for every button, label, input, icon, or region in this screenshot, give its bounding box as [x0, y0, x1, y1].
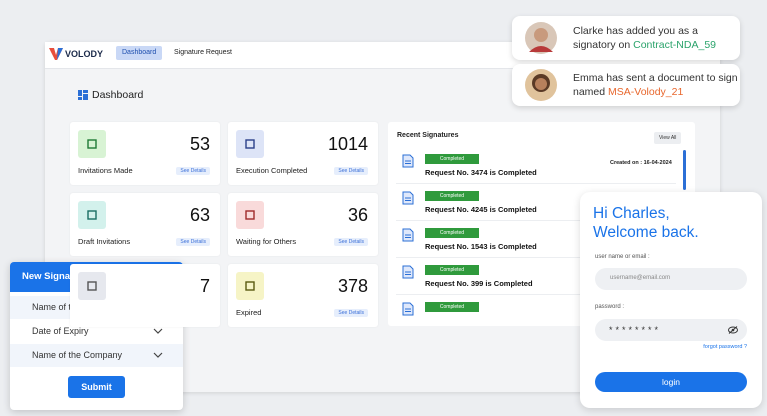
- separator: [396, 257, 676, 258]
- see-details[interactable]: See Details: [334, 309, 368, 317]
- stat-card: 63 Draft Invitations See Details: [70, 193, 220, 256]
- separator: [396, 294, 676, 295]
- icon-glyph: [245, 139, 255, 149]
- stat-label: Expired: [236, 308, 262, 317]
- stat-icon: [236, 130, 264, 158]
- stat-icon: [78, 130, 106, 158]
- submit-button[interactable]: Submit: [68, 376, 125, 398]
- stat-card: 1014 Execution Completed See Details: [228, 122, 378, 185]
- doc-glyph: [402, 154, 414, 168]
- doc-icon: [402, 302, 414, 321]
- request-text[interactable]: Request No. 4245 is Completed: [425, 205, 537, 214]
- dropdown-label: Date of Expiry: [32, 326, 89, 336]
- stat-value: 63: [189, 205, 210, 225]
- doc-glyph: [402, 191, 414, 205]
- chevron: [153, 352, 163, 358]
- stat-label: Execution Completed: [236, 166, 308, 175]
- stat-label: Invitations Made: [78, 166, 133, 175]
- logo-mark: [49, 48, 63, 60]
- stat-card: 36 Waiting for Others See Details: [228, 193, 378, 256]
- nav-tab[interactable]: Signature Request: [174, 49, 232, 56]
- notification[interactable]: Emma has sent a document to sign named M…: [512, 64, 740, 106]
- doc-icon: [402, 265, 414, 284]
- doc-glyph: [402, 228, 414, 242]
- stat-value: 378: [337, 276, 368, 296]
- see-details[interactable]: See Details: [334, 167, 368, 175]
- notification-text: Clarke has added you as a signatory on C…: [573, 24, 738, 52]
- notification-text: Emma has sent a document to sign named M…: [573, 71, 738, 99]
- created-date: Created on : 16-04-2024: [610, 160, 672, 166]
- see-details[interactable]: See Details: [334, 238, 368, 246]
- icon-glyph: [245, 281, 255, 291]
- text: Welcome back.: [593, 224, 699, 241]
- stat-card: 378 Expired See Details: [228, 264, 378, 327]
- password-mask: ********: [609, 325, 662, 335]
- doc-icon: [402, 228, 414, 247]
- stat-icon: [78, 272, 106, 300]
- icon-glyph: [245, 210, 255, 220]
- eye-icon[interactable]: [728, 326, 738, 334]
- see-details[interactable]: See Details: [176, 238, 210, 246]
- field-label: user name or email :: [595, 254, 650, 260]
- stat-value: 36: [347, 205, 368, 225]
- see-details[interactable]: See Details: [176, 167, 210, 175]
- avatar: [525, 69, 557, 101]
- view-all-button[interactable]: View All: [654, 132, 682, 144]
- stat-icon: [236, 201, 264, 229]
- link[interactable]: MSA-Volody_21: [608, 86, 684, 98]
- forgot-link[interactable]: forgot password ?: [703, 344, 747, 350]
- status-badge: Completed: [425, 154, 479, 164]
- separator: [396, 183, 676, 184]
- login-button[interactable]: login: [595, 372, 747, 392]
- status-badge: Completed: [425, 302, 479, 312]
- stat-card: 7: [70, 264, 220, 327]
- link[interactable]: Contract-NDA_59: [633, 39, 716, 51]
- stat-card: 53 Invitations Made See Details: [70, 122, 220, 185]
- stat-value: 7: [199, 276, 210, 296]
- chevron: [153, 328, 163, 334]
- status-badge: Completed: [425, 228, 479, 238]
- scrollbar: [683, 150, 686, 190]
- dropdown-label: Name of the Company: [32, 350, 123, 360]
- page-title: Dashboard: [92, 89, 144, 101]
- doc-glyph: [402, 265, 414, 279]
- password-input[interactable]: ********: [595, 319, 747, 341]
- icon-glyph: [87, 281, 97, 291]
- request-text[interactable]: Request No. 1543 is Completed: [425, 242, 537, 251]
- doc-icon: [402, 191, 414, 210]
- status-badge: Completed: [425, 265, 479, 275]
- icon-glyph: [87, 139, 97, 149]
- notification[interactable]: Clarke has added you as a signatory on C…: [512, 16, 740, 60]
- stat-icon: [78, 201, 106, 229]
- status-badge: Completed: [425, 191, 479, 201]
- request-text[interactable]: Request No. 3474 is Completed: [425, 168, 537, 177]
- placeholder: username@email.com: [610, 275, 671, 281]
- dropdown[interactable]: Name of the Company: [10, 344, 183, 367]
- avatar: [525, 22, 557, 54]
- logo-text: VOLODY: [65, 49, 104, 59]
- stat-value: 53: [189, 134, 210, 154]
- field-label: password :: [595, 304, 625, 310]
- separator: [396, 220, 676, 221]
- doc-icon: [402, 154, 414, 173]
- login-card: Hi Charles, Welcome back. user name or em…: [580, 192, 762, 408]
- doc-glyph: [402, 302, 414, 316]
- stat-label: Draft Invitations: [78, 237, 131, 246]
- stat-icon: [236, 272, 264, 300]
- panel-title: Recent Signatures: [397, 132, 459, 139]
- request-text[interactable]: Request No. 399 is Completed: [425, 279, 533, 288]
- text: Emma has sent a document to sign named: [573, 72, 738, 98]
- text: Clarke has added you as a signatory on: [573, 25, 698, 51]
- icon-glyph: [87, 210, 97, 220]
- text: Hi Charles,: [593, 205, 670, 222]
- username-input[interactable]: username@email.com: [595, 268, 747, 290]
- dashboard-icon: [78, 90, 88, 100]
- nav-tab[interactable]: Dashboard: [116, 46, 163, 60]
- stat-value: 1014: [327, 134, 368, 154]
- greeting: Hi Charles, Welcome back.: [593, 204, 699, 242]
- stat-label: Waiting for Others: [236, 237, 297, 246]
